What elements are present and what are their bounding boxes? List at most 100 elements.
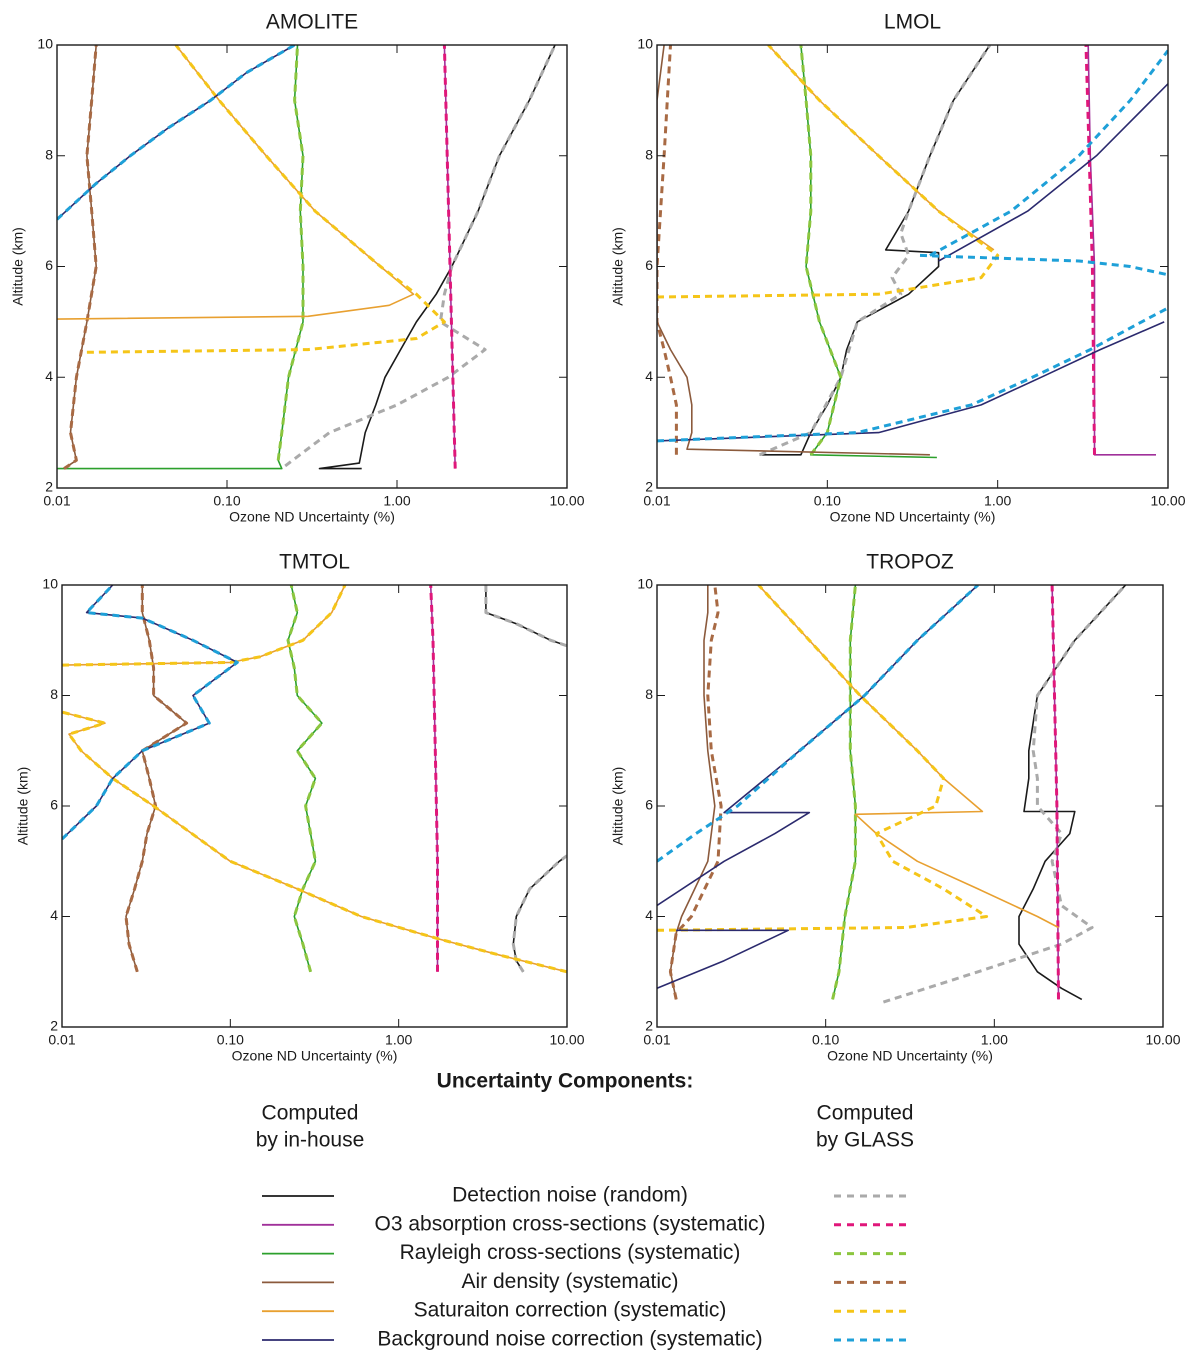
glass-line [86,45,446,354]
glass-line [57,45,296,221]
panel-title: TMTOL [279,551,350,574]
y-tick-label: 8 [45,146,53,162]
x-tick-label: 0.10 [213,493,240,509]
y-tick-label: 6 [645,797,653,813]
glass-line [799,45,843,456]
y-tick-label: 10 [42,576,58,592]
x-tick-label: 1.00 [984,493,1011,509]
x-tick-label: 10.00 [1145,1032,1180,1048]
legend-label: Rayleigh cross-sections (systematic) [400,1241,741,1264]
x-tick-label: 1.00 [385,1032,412,1048]
legend-label: Air density (systematic) [461,1270,678,1293]
y-tick-label: 2 [50,1018,58,1034]
in-house-line [125,585,188,973]
in-house-line [759,45,991,456]
glass-line [62,585,239,841]
x-axis-label: Ozone ND Uncertainty (%) [232,1048,398,1064]
in-house-line [657,45,930,456]
panel-title: TROPOZ [866,551,954,574]
y-tick-label: 10 [637,36,653,52]
plot-frame [61,584,568,1028]
glass-line [276,45,305,461]
legend-label: Detection noise (random) [452,1184,688,1207]
y-tick-label: 8 [50,686,58,702]
glass-line [429,585,439,972]
y-tick-label: 10 [37,36,53,52]
legend-header: Computed [262,1102,359,1125]
x-tick-label: 0.01 [643,1032,670,1048]
glass-line [657,45,678,455]
in-house-line [62,585,239,840]
panel-title: LMOL [884,11,941,34]
glass-line [1084,45,1096,455]
y-axis-label: Altitude (km) [15,767,31,846]
y-tick-label: 2 [45,479,53,495]
y-axis-label: Altitude (km) [610,767,626,846]
plot-area [57,45,557,470]
in-house-line [1018,585,1127,1001]
legend-label: Background noise correction (systematic) [377,1328,762,1351]
in-house-line [63,45,97,470]
glass-line [124,585,189,973]
y-tick-label: 4 [45,368,53,384]
y-tick-label: 8 [645,146,653,162]
in-house-line [57,45,295,220]
y-tick-label: 8 [645,686,653,702]
plot-frame [56,44,568,489]
glass-line [657,585,980,863]
plot-area [657,585,1127,1004]
x-axis-label: Ozone ND Uncertainty (%) [827,1048,993,1064]
glass-line [657,45,1000,299]
x-tick-label: 0.01 [48,1032,75,1048]
glass-line [1050,585,1060,1000]
plot-area [657,45,1168,459]
x-tick-label: 0.10 [812,1032,839,1048]
glass-line [759,45,992,457]
in-house-line [57,45,415,320]
y-tick-label: 4 [50,907,58,923]
legend-title: Uncertainty Components: [437,1070,694,1093]
legend-header: by GLASS [816,1129,914,1152]
y-axis-label: Altitude (km) [10,227,26,306]
y-tick-label: 2 [645,1018,653,1034]
plot-area [62,585,567,974]
glass-line [284,45,557,468]
y-axis-label: Altitude (km) [610,227,626,306]
x-tick-label: 10.00 [549,1032,584,1048]
x-tick-label: 10.00 [1150,493,1185,509]
y-tick-label: 2 [645,479,653,495]
in-house-line [767,45,995,251]
x-tick-label: 0.10 [814,493,841,509]
glass-line [63,45,98,470]
y-tick-label: 6 [45,257,53,273]
x-axis-label: Ozone ND Uncertainty (%) [830,509,996,525]
glass-line [657,585,989,932]
y-tick-label: 4 [645,368,653,384]
glass-line [882,585,1127,1004]
y-tick-label: 6 [50,797,58,813]
x-tick-label: 0.10 [217,1032,244,1048]
glass-line [484,585,567,973]
glass-line [668,585,723,1000]
y-tick-label: 4 [645,907,653,923]
glass-line [62,585,567,974]
in-house-line [287,585,323,973]
in-house-line [57,45,304,470]
x-tick-label: 10.00 [549,493,584,509]
x-tick-label: 1.00 [383,493,410,509]
glass-line [442,45,457,469]
x-axis-label: Ozone ND Uncertainty (%) [229,509,395,525]
legend-label: O3 absorption cross-sections (systematic… [375,1212,766,1235]
legend-header: by in-house [256,1129,365,1152]
glass-line [657,49,1168,443]
y-tick-label: 6 [645,257,653,273]
legend-label: Saturaiton correction (systematic) [414,1299,727,1322]
y-tick-label: 10 [637,576,653,592]
plot-frame [656,44,1169,489]
panel-title: AMOLITE [266,11,358,34]
legend-header: Computed [817,1102,914,1125]
glass-line [831,585,857,1000]
x-tick-label: 1.00 [981,1032,1008,1048]
x-tick-label: 0.01 [643,493,670,509]
